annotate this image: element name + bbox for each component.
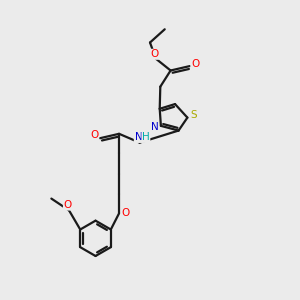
Text: O: O (91, 130, 99, 140)
Text: O: O (150, 49, 158, 59)
Text: O: O (191, 59, 199, 69)
Text: O: O (63, 200, 72, 210)
Text: NH: NH (134, 132, 150, 142)
Text: N: N (135, 132, 143, 142)
Text: O: O (122, 208, 130, 218)
Text: N: N (151, 122, 158, 132)
Text: H: H (142, 132, 149, 142)
Text: S: S (190, 110, 196, 120)
